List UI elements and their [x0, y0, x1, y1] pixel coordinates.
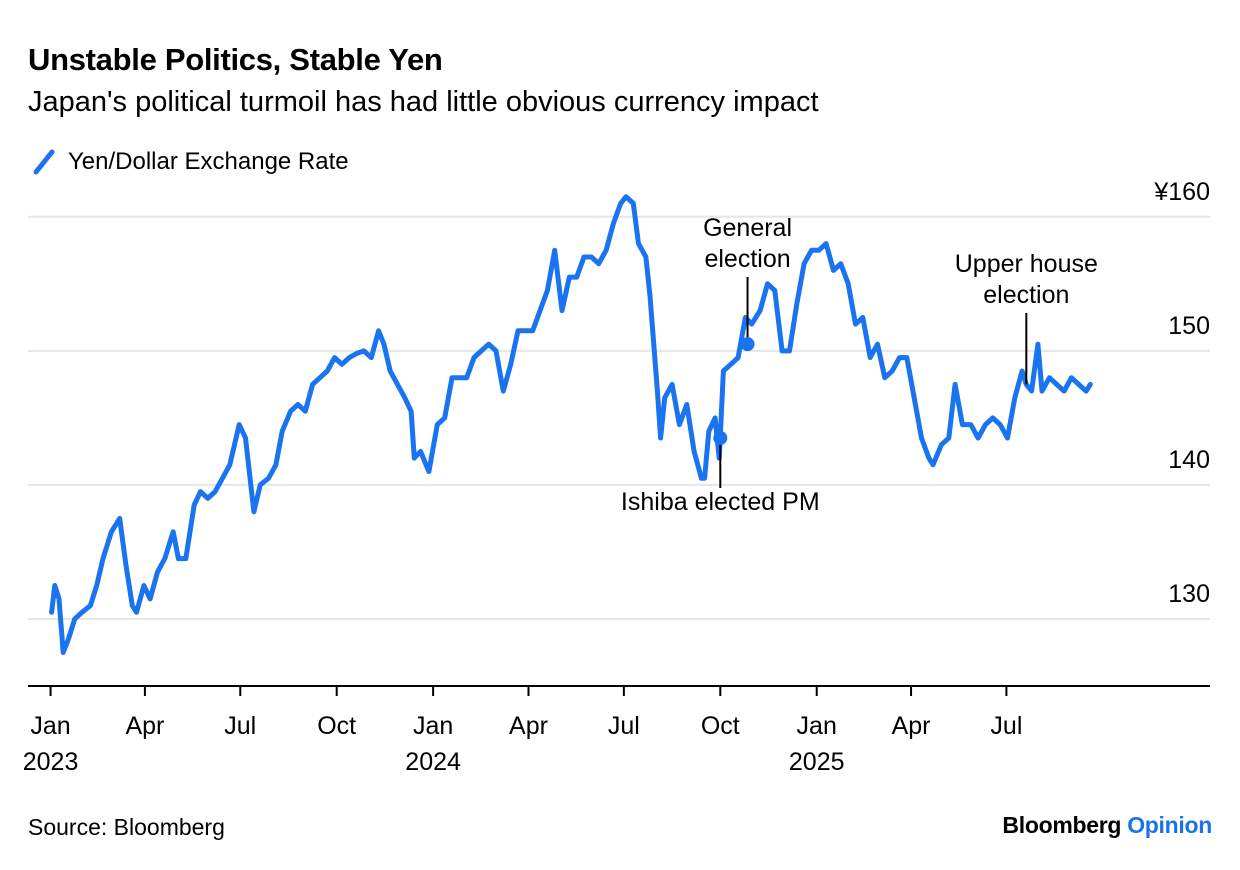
x-tick-label: Jul — [990, 712, 1022, 740]
chart-subtitle: Japan's political turmoil has had little… — [28, 86, 819, 118]
x-tick-label: Jan — [30, 712, 70, 740]
source-note: Source: Bloomberg — [28, 814, 225, 840]
x-year-label: 2023 — [23, 748, 79, 776]
brand-accent: Opinion — [1127, 812, 1212, 838]
y-tick-label: 130 — [1168, 580, 1210, 608]
x-year-label: 2025 — [789, 748, 845, 776]
annotation-label: General — [703, 214, 792, 242]
x-year-label: 2024 — [405, 748, 461, 776]
annotation-marker — [713, 431, 728, 445]
x-tick-label: Apr — [509, 712, 548, 740]
x-tick-label: Jul — [608, 712, 640, 740]
brand-name: Bloomberg — [1002, 812, 1122, 838]
annotation-label: Upper house — [955, 250, 1098, 278]
x-tick-label: Jan — [413, 712, 453, 740]
x-tick-label: Apr — [892, 712, 931, 740]
y-tick-label: 150 — [1168, 312, 1210, 340]
y-tick-label: 140 — [1168, 446, 1210, 474]
y-tick-label: ¥160 — [1153, 178, 1210, 206]
x-tick-label: Oct — [701, 712, 740, 740]
legend: Yen/Dollar Exchange Rate — [30, 148, 349, 176]
series-line — [49, 194, 1093, 655]
legend-swatch-icon — [33, 149, 55, 175]
annotation-label: election — [983, 281, 1069, 309]
x-tick-label: Oct — [317, 712, 356, 740]
brand-logo: Bloomberg Opinion — [1002, 812, 1212, 839]
legend-label: Yen/Dollar Exchange Rate — [68, 148, 349, 175]
x-tick-label: Jul — [224, 712, 256, 740]
annotation-marker — [740, 337, 755, 352]
chart-title: Unstable Politics, Stable Yen — [28, 42, 443, 77]
x-tick-label: Jan — [797, 712, 837, 740]
annotation-label: Ishiba elected PM — [621, 488, 820, 516]
x-tick-label: Apr — [125, 712, 164, 740]
annotation-label: election — [704, 245, 790, 273]
